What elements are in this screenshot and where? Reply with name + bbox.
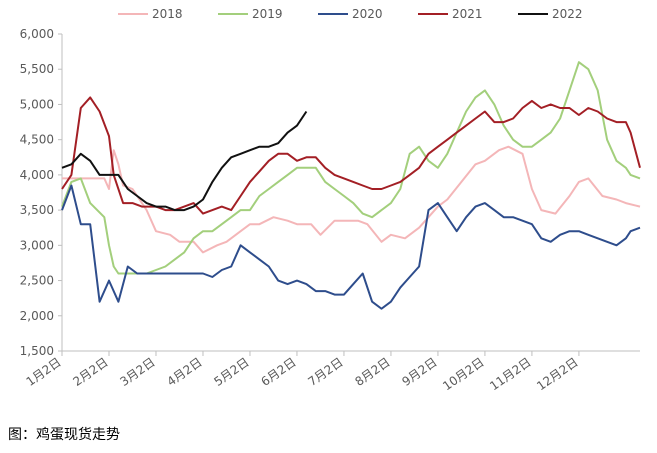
y-axis: 1,500 2,000 2,500 3,000 3,500 4,000 4,500 5,000… xyxy=(20,27,63,358)
y-tick-label: 6,000 xyxy=(20,27,54,41)
series-line-2020 xyxy=(61,184,641,310)
legend: 2018 2019 2020 2021 2022 xyxy=(118,7,583,21)
series-line-2022 xyxy=(61,110,308,212)
y-tick-label: 3,500 xyxy=(20,203,54,217)
x-axis: 1月2日 2月2日 3月2日 4月2日 5月2日 6月2日 7月2日 8月2日 9月2日 10月2… xyxy=(24,350,640,393)
legend-label-2022: 2022 xyxy=(552,7,583,21)
x-tick-label: 9月2日 xyxy=(399,355,439,389)
x-tick-label: 12月2日 xyxy=(534,355,580,393)
x-tick-label: 11月2日 xyxy=(487,355,533,393)
y-tick-label: 4,500 xyxy=(20,133,54,147)
y-tick-label: 5,500 xyxy=(20,62,54,76)
y-tick-label: 2,500 xyxy=(20,274,54,288)
legend-label-2019: 2019 xyxy=(252,7,283,21)
x-tick-label: 5月2日 xyxy=(211,355,251,389)
x-tick-label: 6月2日 xyxy=(258,355,298,389)
y-tick-label: 5,000 xyxy=(20,97,54,111)
x-tick-label: 4月2日 xyxy=(164,355,204,389)
x-tick-label: 7月2日 xyxy=(305,355,345,389)
x-tick-label: 2月2日 xyxy=(71,355,111,389)
x-tick-label: 8月2日 xyxy=(352,355,392,389)
figure-caption: 图：鸡蛋现货走势 xyxy=(8,427,120,443)
y-tick-label: 2,000 xyxy=(20,309,54,323)
x-tick-label: 10月2日 xyxy=(440,355,486,393)
y-tick-label: 4,000 xyxy=(20,168,54,182)
y-tick-label: 3,000 xyxy=(20,238,54,252)
y-tick-label: 1,500 xyxy=(20,344,54,358)
x-tick-label: 1月2日 xyxy=(24,355,64,389)
egg-spot-price-chart: 2018 2019 2020 2021 2022 1,500 2,000 2,500 3,00… xyxy=(20,7,641,393)
legend-label-2020: 2020 xyxy=(352,7,383,21)
plot-area xyxy=(61,61,641,310)
series-line-2019 xyxy=(61,61,641,275)
series-line-2018 xyxy=(62,145,641,254)
legend-label-2021: 2021 xyxy=(452,7,483,21)
x-tick-label: 3月2日 xyxy=(117,355,157,389)
series-line-2021 xyxy=(61,96,641,215)
legend-label-2018: 2018 xyxy=(152,7,183,21)
